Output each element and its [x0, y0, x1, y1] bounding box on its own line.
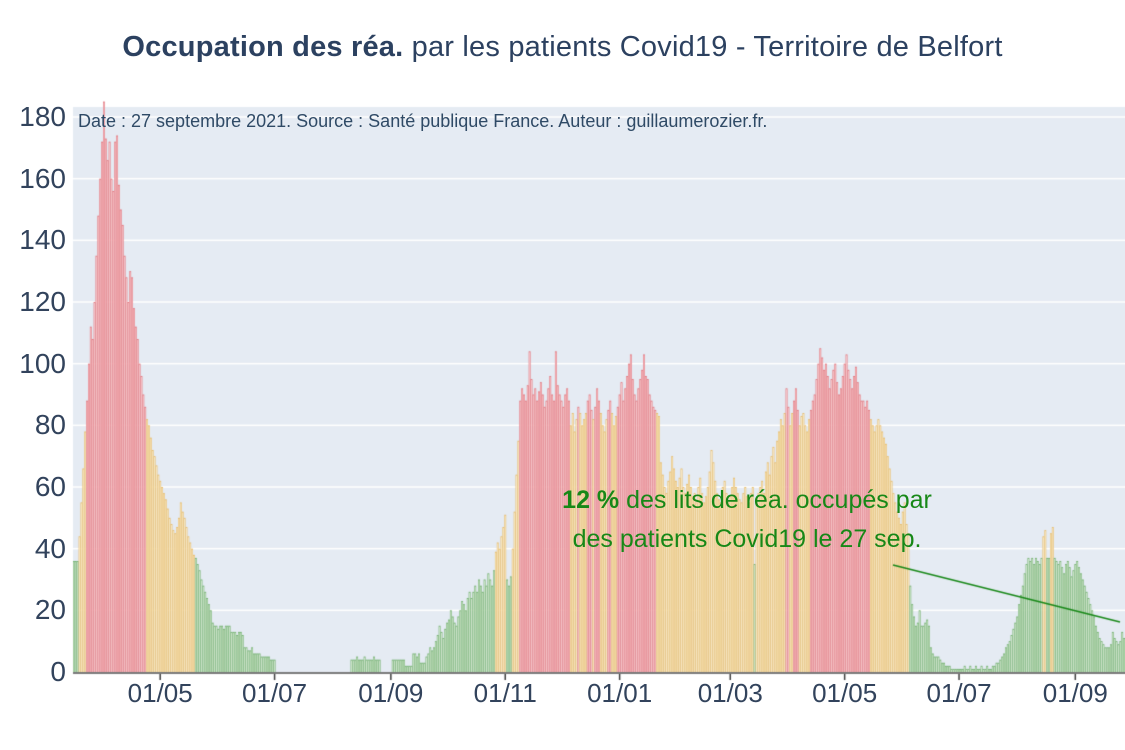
x-tick-label: 01/05 — [127, 678, 193, 708]
x-tick-label: 01/01 — [587, 678, 653, 708]
y-tick-label: 140 — [19, 224, 66, 256]
x-tick-label: 01/07 — [242, 678, 308, 708]
title-bold: Occupation des réa. — [122, 31, 404, 63]
chart-subtitle: Date : 27 septembre 2021. Source : Santé… — [78, 111, 768, 131]
y-tick-label: 40 — [34, 532, 66, 564]
y-tick-label: 120 — [19, 286, 66, 317]
y-tick-label: 160 — [19, 162, 66, 194]
x-tick-label: 01/07 — [926, 678, 992, 708]
y-tick-label: 80 — [34, 409, 66, 441]
x-tick-label: 01/05 — [812, 678, 878, 708]
annotation-line2: des patients Covid19 le 27 sep. — [572, 525, 922, 553]
title-regular: par les patients Covid19 - Territoire de… — [403, 31, 1003, 63]
y-tick-label: 0 — [50, 656, 66, 687]
annotation-line1-rest: des lits de réa. occupés par — [619, 486, 932, 514]
x-tick-label: 01/09 — [1042, 678, 1108, 708]
y-tick-label: 100 — [19, 347, 66, 379]
y-tick-label: 20 — [34, 594, 66, 626]
page-title: Occupation des réa. par les patients Cov… — [0, 31, 1125, 64]
y-tick-label: 180 — [19, 101, 66, 132]
annotation-text: 12 % des lits de réa. occupés par des pa… — [500, 481, 994, 559]
x-tick-label: 01/03 — [697, 678, 763, 708]
x-tick-label: 01/11 — [473, 678, 537, 708]
x-tick-label: 01/09 — [358, 678, 424, 708]
y-tick-label: 60 — [34, 471, 66, 502]
annotation-line1: 12 % des lits de réa. occupés par — [500, 481, 994, 520]
annotation-value: 12 % — [562, 486, 620, 514]
